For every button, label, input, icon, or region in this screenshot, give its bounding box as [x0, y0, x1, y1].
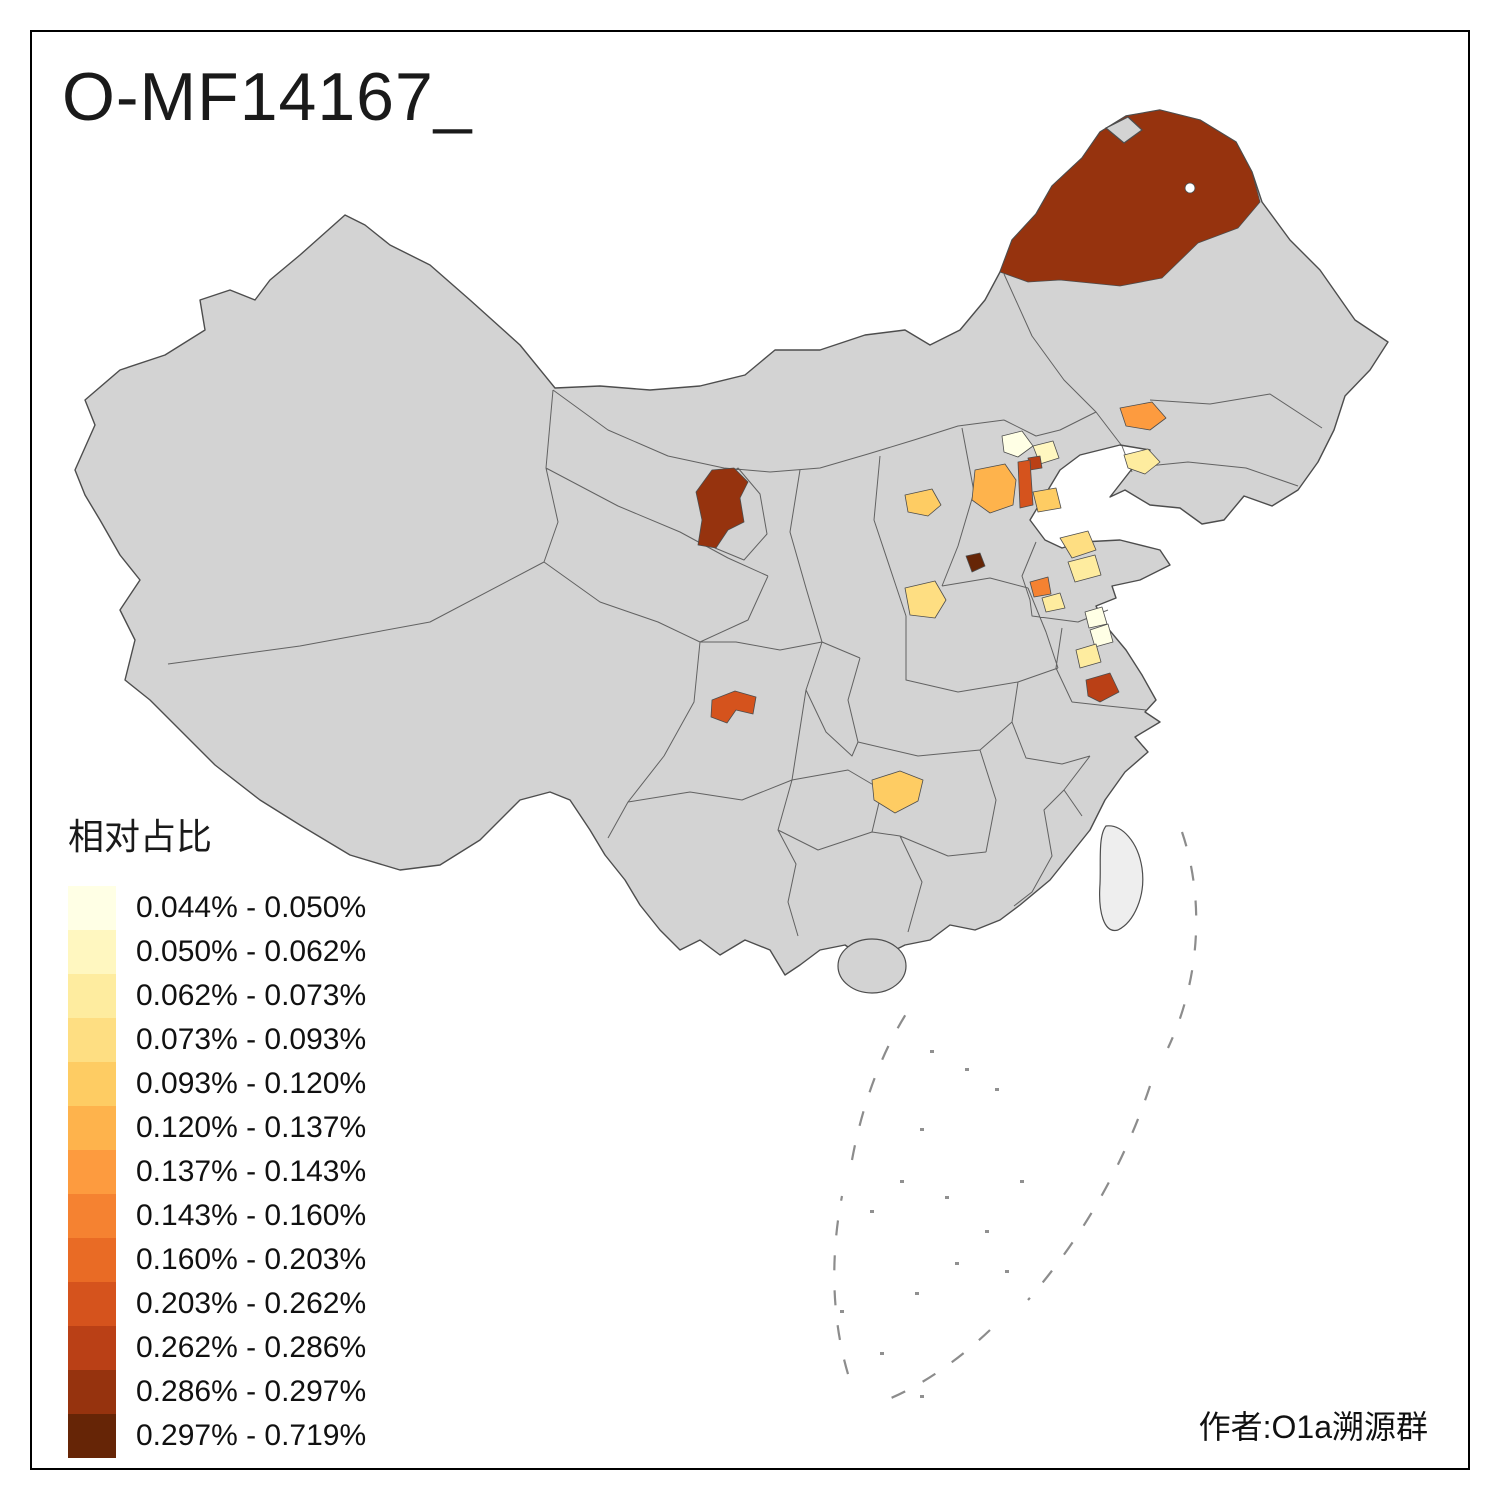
map-notch-gray [1104, 116, 1143, 144]
legend-row: 0.050% - 0.062% [68, 930, 366, 974]
legend-label: 0.203% - 0.262% [136, 1287, 367, 1320]
map-region-ningxia [695, 467, 749, 549]
map-region-jiangsu-pale [1075, 643, 1102, 669]
legend-swatch [68, 1238, 116, 1282]
china-mainland [74, 109, 1389, 976]
legend-row: 0.062% - 0.073% [68, 974, 366, 1018]
legend-label: 0.044% - 0.050% [136, 891, 367, 924]
legend-row: 0.073% - 0.093% [68, 1018, 366, 1062]
legend-label: 0.286% - 0.297% [136, 1375, 367, 1408]
map-region-hebei-strip [1017, 459, 1034, 509]
legend-label: 0.093% - 0.120% [136, 1067, 367, 1100]
map-region-shanxi-yellow [904, 488, 942, 517]
legend-label: 0.062% - 0.073% [136, 979, 367, 1012]
legend-row: 0.143% - 0.160% [68, 1194, 366, 1238]
map-region-shaanxi-yellow [904, 580, 947, 619]
legend-swatch [68, 930, 116, 974]
legend-label: 0.160% - 0.203% [136, 1243, 367, 1276]
legend-swatch [68, 1018, 116, 1062]
map-region-beijing-cream [1001, 430, 1034, 458]
legend-row: 0.093% - 0.120% [68, 1062, 366, 1106]
map-region-northeast-large [999, 109, 1261, 287]
map-region-dark-dot [965, 552, 986, 573]
map-region-liaoning-orange [1119, 401, 1167, 431]
map-region-jiangsu-cream [1089, 623, 1114, 648]
legend-swatch [68, 1106, 116, 1150]
legend-label: 0.262% - 0.286% [136, 1331, 367, 1364]
map-region-liaodong-pale [1123, 448, 1161, 475]
legend-swatch [68, 886, 116, 930]
map-region-guizhou-blob [871, 770, 924, 814]
legend-swatch [68, 1150, 116, 1194]
author-credit: 作者:O1a溯源群 [1198, 1409, 1428, 1445]
legend-row: 0.297% - 0.719% [68, 1414, 366, 1458]
legend-label: 0.120% - 0.137% [136, 1111, 367, 1144]
legend-swatch [68, 1414, 116, 1458]
hainan-island [837, 938, 907, 994]
legend-row: 0.286% - 0.297% [68, 1370, 366, 1414]
legend-row: 0.137% - 0.143% [68, 1150, 366, 1194]
figure-title: O-MF14167_ [62, 59, 473, 135]
legend-label: 0.073% - 0.093% [136, 1023, 367, 1056]
legend-row: 0.044% - 0.050% [68, 886, 366, 930]
legend-swatch [68, 1282, 116, 1326]
legend-row: 0.262% - 0.286% [68, 1326, 366, 1370]
map-region-shandong-n-yellow [1059, 530, 1097, 559]
legend-items: 0.044% - 0.050% 0.050% - 0.062% 0.062% - 0… [68, 886, 366, 1458]
taiwan-island [1099, 825, 1144, 931]
legend-swatch [68, 974, 116, 1018]
map-region-hebei-light [1032, 487, 1062, 513]
legend-swatch [68, 1326, 116, 1370]
legend-row: 0.203% - 0.262% [68, 1282, 366, 1326]
map-region-shandong-s-yellow [1041, 592, 1066, 613]
map-region-jiangsu-dark [1085, 672, 1120, 703]
legend-swatch [68, 1370, 116, 1414]
legend-label: 0.143% - 0.160% [136, 1199, 367, 1232]
province-borders [167, 273, 1323, 937]
legend-label: 0.297% - 0.719% [136, 1419, 367, 1452]
legend-label: 0.050% - 0.062% [136, 935, 367, 968]
map-region-hebei-orange [971, 463, 1017, 514]
figure-border [30, 30, 1470, 1470]
legend-swatch [68, 1194, 116, 1238]
map-inner-dot [1184, 182, 1196, 194]
map-region-shandong-mid-yellow [1067, 554, 1102, 583]
map-region-sichuan-blob [710, 690, 757, 724]
legend-row: 0.160% - 0.203% [68, 1238, 366, 1282]
legend-title: 相对占比 [68, 816, 213, 857]
map-region-shandong-orange-dot [1029, 576, 1052, 598]
legend: 相对占比 0.044% - 0.050% 0.050% - 0.062% 0.062… [68, 808, 366, 1458]
legend-row: 0.120% - 0.137% [68, 1106, 366, 1150]
sea-dash-line [833, 831, 1198, 1406]
legend-swatch [68, 1062, 116, 1106]
legend-label: 0.137% - 0.143% [136, 1155, 367, 1188]
